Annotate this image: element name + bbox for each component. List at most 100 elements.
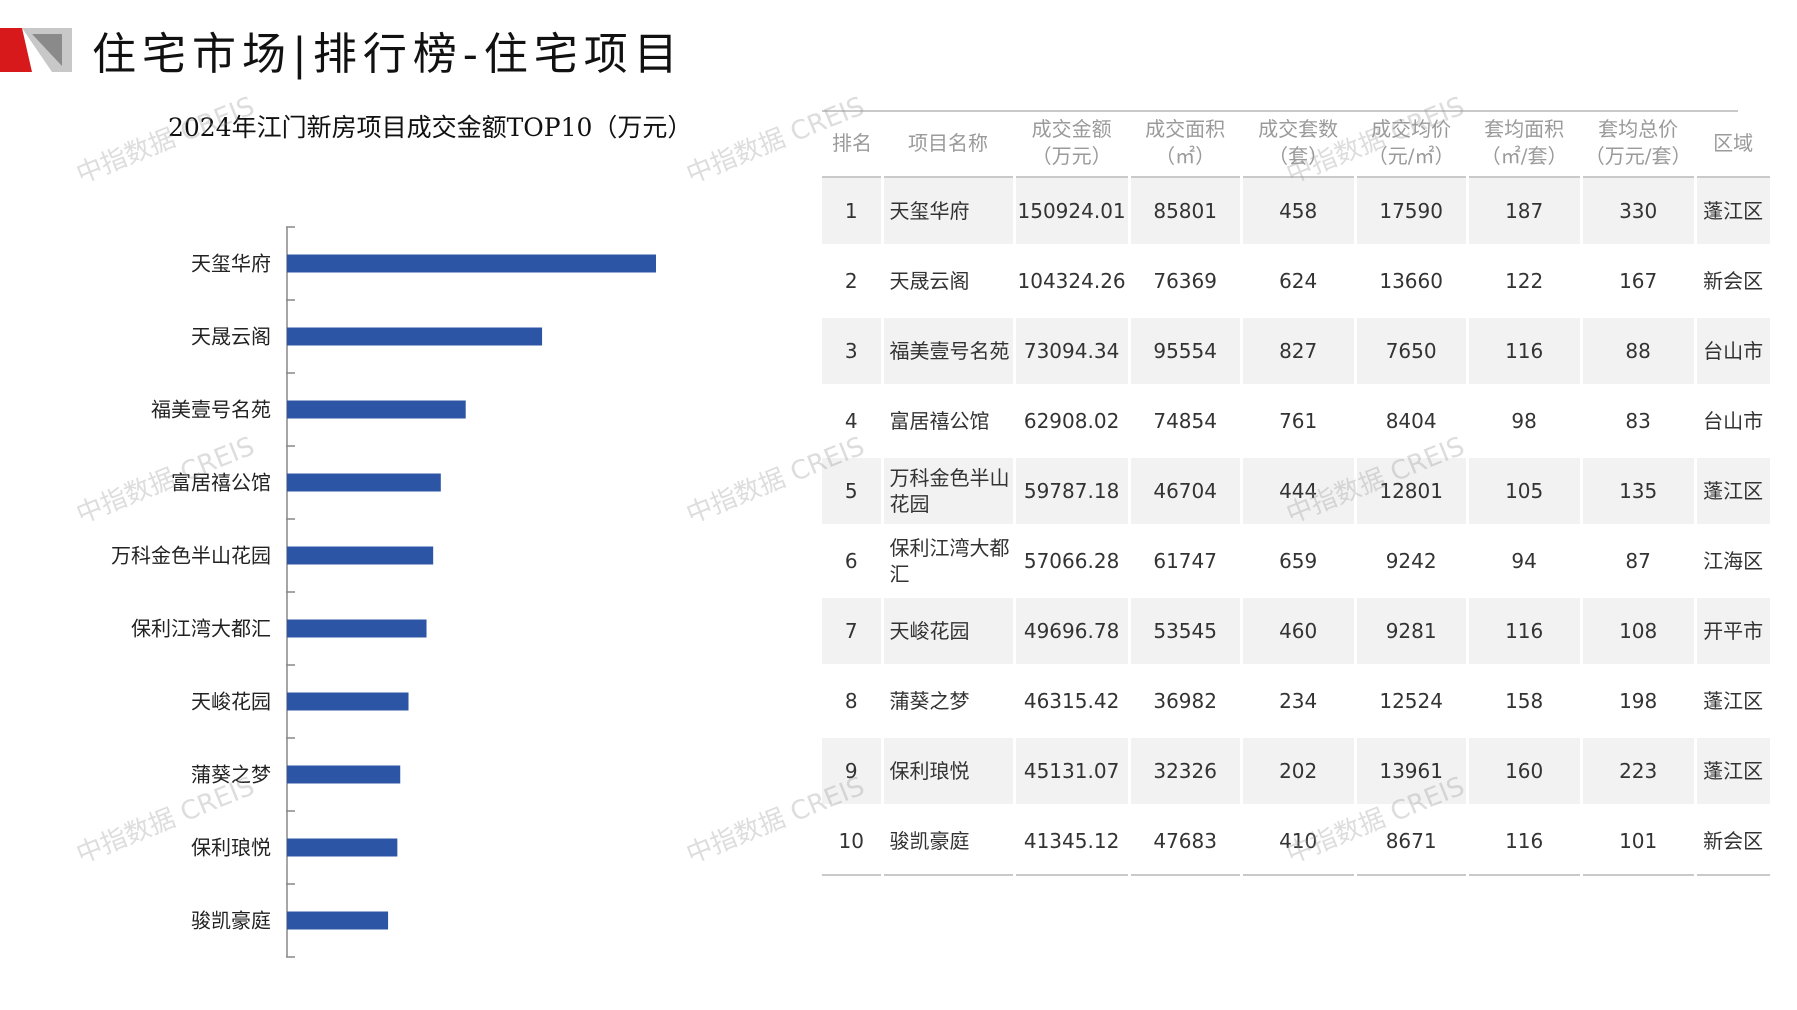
table-cell: 202 (1241, 736, 1357, 808)
table-cell: 160 (1467, 736, 1583, 808)
table-cell: 9281 (1355, 596, 1469, 668)
table-cell: 98 (1467, 386, 1583, 458)
table-cell: 台山市 (1695, 386, 1773, 458)
table-cell: 41345.12 (1014, 806, 1131, 876)
table-cell: 9242 (1355, 526, 1469, 598)
project-name-cell: 保利琅悦 (882, 736, 1016, 808)
bar (287, 327, 543, 346)
project-name-cell: 骏凯豪庭 (882, 806, 1016, 876)
bar (287, 692, 409, 711)
table-cell: 6 (822, 526, 884, 598)
table-cell: 73094.34 (1014, 316, 1131, 388)
table-cell: 32326 (1129, 736, 1243, 808)
table-row: 7 天峻花园 49696.78 53545 460 9281 116 108 开平市 (822, 596, 1773, 668)
table-row: 6 保利江湾大都汇 57066.28 61747 659 9242 94 87 江海区 (822, 526, 1773, 598)
table-cell: 47683 (1129, 806, 1243, 876)
table-cell: 蓬江区 (1695, 177, 1773, 248)
table-cell: 2 (822, 246, 884, 318)
table-cell: 1 (822, 177, 884, 248)
table-cell: 624 (1241, 246, 1357, 318)
table-cell: 85801 (1129, 177, 1243, 248)
table-cell: 198 (1581, 666, 1697, 738)
bar-chart: 天玺华府天晟云阁福美壹号名苑富居禧公馆万科金色半山花园保利江湾大都汇天峻花园蒲葵… (111, 226, 656, 958)
category-label: 福美壹号名苑 (151, 398, 271, 422)
table-cell: 223 (1581, 736, 1697, 808)
table-cell: 8 (822, 666, 884, 738)
project-name-cell: 保利江湾大都汇 (882, 526, 1016, 598)
bar (287, 838, 398, 857)
project-name-cell: 万科金色半山花园 (882, 456, 1016, 528)
table-cell: 444 (1241, 456, 1357, 528)
table-cell: 458 (1241, 177, 1357, 248)
project-name-cell: 天峻花园 (882, 596, 1016, 668)
column-header: 排名 (822, 110, 882, 178)
table-cell: 49696.78 (1014, 596, 1131, 668)
table-cell: 7650 (1355, 316, 1469, 388)
table-row: 5 万科金色半山花园 59787.18 46704 444 12801 105 135 蓬江区 (822, 456, 1773, 528)
table-cell: 116 (1467, 316, 1583, 388)
table-cell: 蓬江区 (1695, 736, 1773, 808)
table-cell: 150924.01 (1014, 177, 1131, 248)
bar (287, 765, 401, 784)
table-cell: 122 (1467, 246, 1583, 318)
table-cell: 9 (822, 736, 884, 808)
table-cell: 4 (822, 386, 884, 458)
table-row: 8 蒲葵之梦 46315.42 36982 234 12524 158 198 蓬江区 (822, 666, 1773, 738)
category-label: 保利江湾大都汇 (131, 617, 271, 641)
table-cell: 江海区 (1695, 526, 1773, 598)
table-cell: 659 (1241, 526, 1357, 598)
project-name-cell: 蒲葵之梦 (882, 666, 1016, 738)
table-cell: 234 (1241, 666, 1357, 738)
project-name-cell: 福美壹号名苑 (882, 316, 1016, 388)
table-cell: 台山市 (1695, 316, 1773, 388)
table-cell: 开平市 (1695, 596, 1773, 668)
table-cell: 53545 (1129, 596, 1243, 668)
table-row: 2 天晟云阁 104324.26 76369 624 13660 122 167 新会区 (822, 246, 1773, 318)
page-title: 住宅市场|排行榜-住宅项目 (92, 29, 684, 80)
table-cell: 8404 (1355, 386, 1469, 458)
table-cell: 13961 (1355, 736, 1469, 808)
table-cell: 104324.26 (1014, 246, 1131, 318)
table-cell: 蓬江区 (1695, 666, 1773, 738)
table-cell: 12524 (1355, 666, 1469, 738)
table-cell: 101 (1581, 806, 1697, 876)
table-cell: 45131.07 (1014, 736, 1131, 808)
table-cell: 13660 (1355, 246, 1469, 318)
table-cell: 新会区 (1695, 806, 1773, 876)
column-header: 成交面积 （㎡） (1129, 110, 1242, 178)
column-header: 套均总价 （万元/套） (1581, 110, 1696, 178)
table-row: 3 福美壹号名苑 73094.34 95554 827 7650 116 88 台山市 (822, 316, 1773, 388)
table-header-row: 排名 项目名称 成交金额 （万元） 成交面积 （㎡） 成交套数 （套） 成交均价 （元/㎡） 套均面… (822, 110, 1772, 178)
table-cell: 116 (1467, 806, 1583, 876)
table-row: 9 保利琅悦 45131.07 32326 202 13961 160 223 蓬江区 (822, 736, 1773, 808)
table-row: 1 天玺华府 150924.01 85801 458 17590 187 330 蓬江区 (822, 177, 1773, 248)
table-cell: 46315.42 (1014, 666, 1131, 738)
table-cell: 12801 (1355, 456, 1469, 528)
column-header: 成交套数 （套） (1241, 110, 1356, 178)
project-name-cell: 天玺华府 (882, 177, 1016, 248)
category-label: 万科金色半山花园 (111, 544, 271, 568)
table-cell: 76369 (1129, 246, 1243, 318)
category-label: 天晟云阁 (191, 325, 271, 349)
table-cell: 83 (1581, 386, 1697, 458)
table-cell: 761 (1241, 386, 1357, 458)
bar (287, 254, 656, 273)
brand-logo (0, 28, 72, 72)
table-cell: 135 (1581, 456, 1697, 528)
category-label: 天玺华府 (191, 252, 271, 276)
table-cell: 87 (1581, 526, 1697, 598)
table-cell: 88 (1581, 316, 1697, 388)
table-cell: 7 (822, 596, 884, 668)
category-label: 骏凯豪庭 (191, 909, 271, 933)
column-header: 成交均价 （元/㎡） (1355, 110, 1468, 178)
bar (287, 619, 427, 638)
table-cell: 108 (1581, 596, 1697, 668)
table-cell: 蓬江区 (1695, 456, 1773, 528)
table-cell: 410 (1241, 806, 1357, 876)
table-cell: 61747 (1129, 526, 1243, 598)
table-cell: 57066.28 (1014, 526, 1131, 598)
table-cell: 94 (1467, 526, 1583, 598)
table-cell: 158 (1467, 666, 1583, 738)
table-row: 4 富居禧公馆 62908.02 74854 761 8404 98 83 台山市 (822, 386, 1773, 458)
category-label: 蒲葵之梦 (191, 763, 271, 787)
